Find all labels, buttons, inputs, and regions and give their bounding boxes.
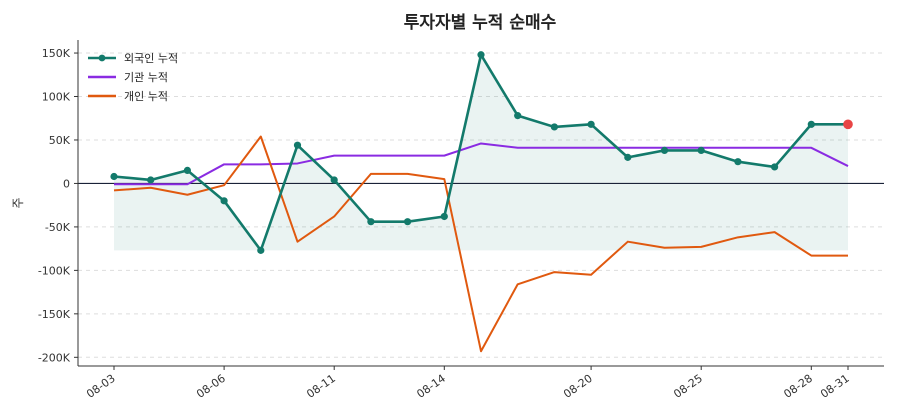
series-line-1 (114, 142, 849, 186)
x-tick-label-1: 08-06 (194, 372, 228, 401)
series-0-point-16 (697, 146, 705, 155)
series-area-0 (114, 54, 848, 251)
chart-title: 투자자별 누적 순매수 (404, 13, 557, 33)
legend-label-1: 기관 누적 (124, 71, 168, 84)
area-fill (114, 54, 848, 251)
series-0-point-8 (404, 218, 412, 226)
legend-label-0: 외국인 누적 (124, 52, 178, 65)
series-0-point-4 (257, 246, 265, 254)
y-axis-label: 주 (11, 197, 25, 208)
legend-label-2: 개인 누적 (124, 90, 168, 103)
series-0-point-2 (183, 166, 191, 174)
series-0-point-18 (771, 163, 779, 171)
series-0-point-5 (293, 141, 302, 149)
y-tick-label-5: -100K (38, 264, 71, 277)
series-0-point-1 (147, 176, 155, 184)
series-0-point-9 (440, 212, 448, 221)
x-tick-labels: 08-03 08-06 08-11 08-14 08-20 08-25 08-28 08-31 (84, 366, 852, 401)
x-tick-label-4: 08-20 (561, 372, 595, 401)
x-tick-label-5: 08-25 (671, 372, 705, 401)
series-0-point-7 (367, 218, 375, 226)
axes (77, 40, 884, 367)
x-tick-label-0: 08-03 (84, 372, 118, 401)
series-0-point-3 (220, 197, 228, 205)
legend-marker-0 (98, 54, 106, 62)
y-tick-label-7: -200K (38, 351, 71, 364)
series-0-point-12 (550, 123, 559, 131)
series-0-point-15 (660, 146, 669, 155)
y-tick-labels: 150K 100K 50K 0 -50K -100K -150K -200K (38, 47, 78, 364)
y-tick-label-3: 0 (63, 177, 70, 190)
y-tick-label-4: -50K (45, 221, 71, 234)
series-0-point-11 (514, 112, 522, 120)
x-tick-label-3: 08-14 (414, 372, 448, 401)
series-0-point-19 (807, 120, 815, 128)
series-0-point-0 (110, 172, 118, 181)
series-line-2 (113, 135, 848, 353)
x-tick-label-2: 08-11 (304, 372, 338, 401)
series-0-point-13 (587, 120, 595, 128)
x-tick-label-6: 08-28 (781, 372, 815, 401)
series-0-point-10 (477, 51, 485, 59)
x-tick-label-7: 08-31 (818, 372, 852, 401)
series-0-point-14 (624, 153, 632, 161)
series-0-point-6 (330, 176, 338, 184)
series-markers (110, 51, 853, 254)
highlight-point (843, 119, 853, 130)
y-tick-label-2: 50K (49, 134, 71, 147)
y-tick-label-6: -150K (38, 308, 71, 321)
series-0-point-17 (734, 158, 742, 166)
y-tick-label-1: 100K (42, 91, 71, 104)
y-tick-label-0: 150K (42, 47, 71, 60)
